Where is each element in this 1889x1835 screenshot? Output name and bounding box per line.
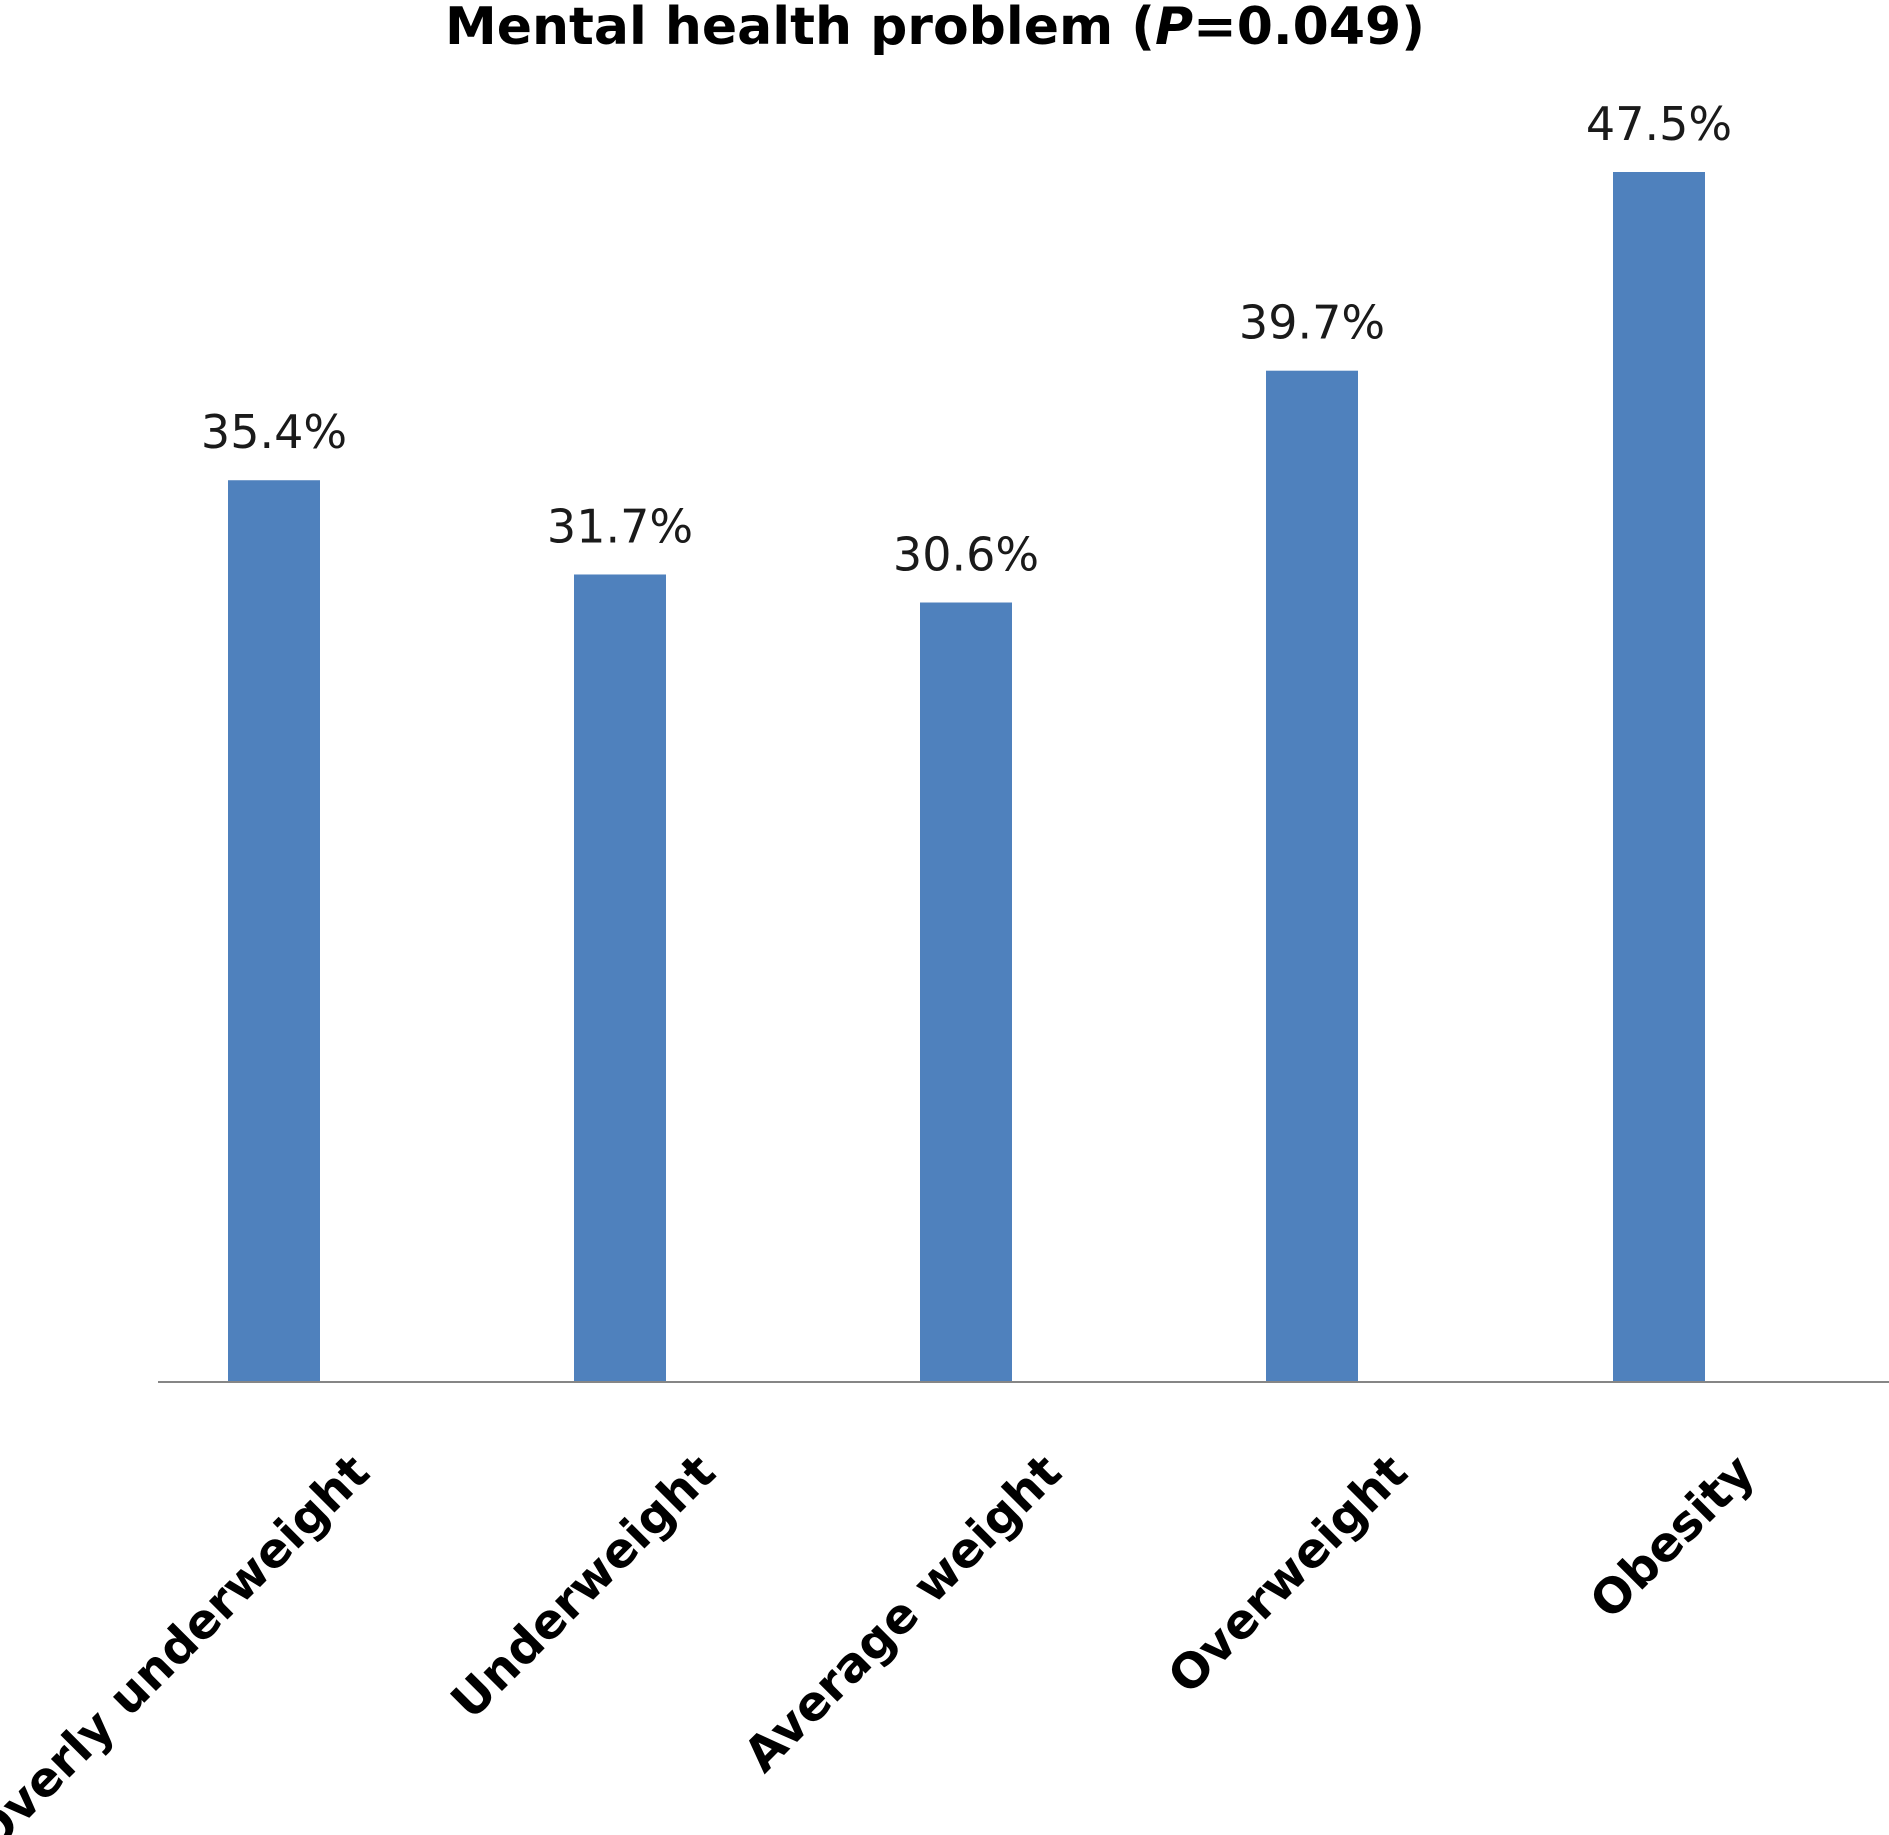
category-label-2: Underweight — [440, 1444, 726, 1730]
category-label-1: Overly underweight — [0, 1444, 380, 1835]
value-label-4: 39.7% — [1239, 296, 1385, 350]
chart-title-suffix: =0.049) — [1193, 0, 1425, 57]
chart-title-p-symbol: P — [1155, 0, 1193, 57]
chart-title-prefix: Mental health problem ( — [445, 0, 1155, 57]
category-label-4: Overweight — [1157, 1444, 1418, 1705]
category-label-5: Obesity — [1580, 1444, 1766, 1630]
bar-4 — [1266, 370, 1358, 1383]
category-labels-group: Overly underweight Underweight Average wei… — [0, 1444, 1765, 1835]
value-label-5: 47.5% — [1586, 97, 1732, 151]
chart-title: Mental health problem (P=0.049) — [445, 0, 1425, 57]
category-label-3: Average weight — [733, 1444, 1072, 1783]
bar-5 — [1613, 172, 1705, 1382]
bar-3 — [920, 602, 1012, 1382]
value-labels-group: 35.4% 31.7% 30.6% 39.7% 47.5% — [201, 97, 1732, 582]
value-label-1: 35.4% — [201, 405, 347, 459]
value-label-3: 30.6% — [893, 528, 1039, 582]
bar-1 — [228, 480, 320, 1382]
value-label-2: 31.7% — [547, 499, 693, 553]
bar-2 — [574, 574, 666, 1382]
bars-group — [228, 172, 1705, 1383]
